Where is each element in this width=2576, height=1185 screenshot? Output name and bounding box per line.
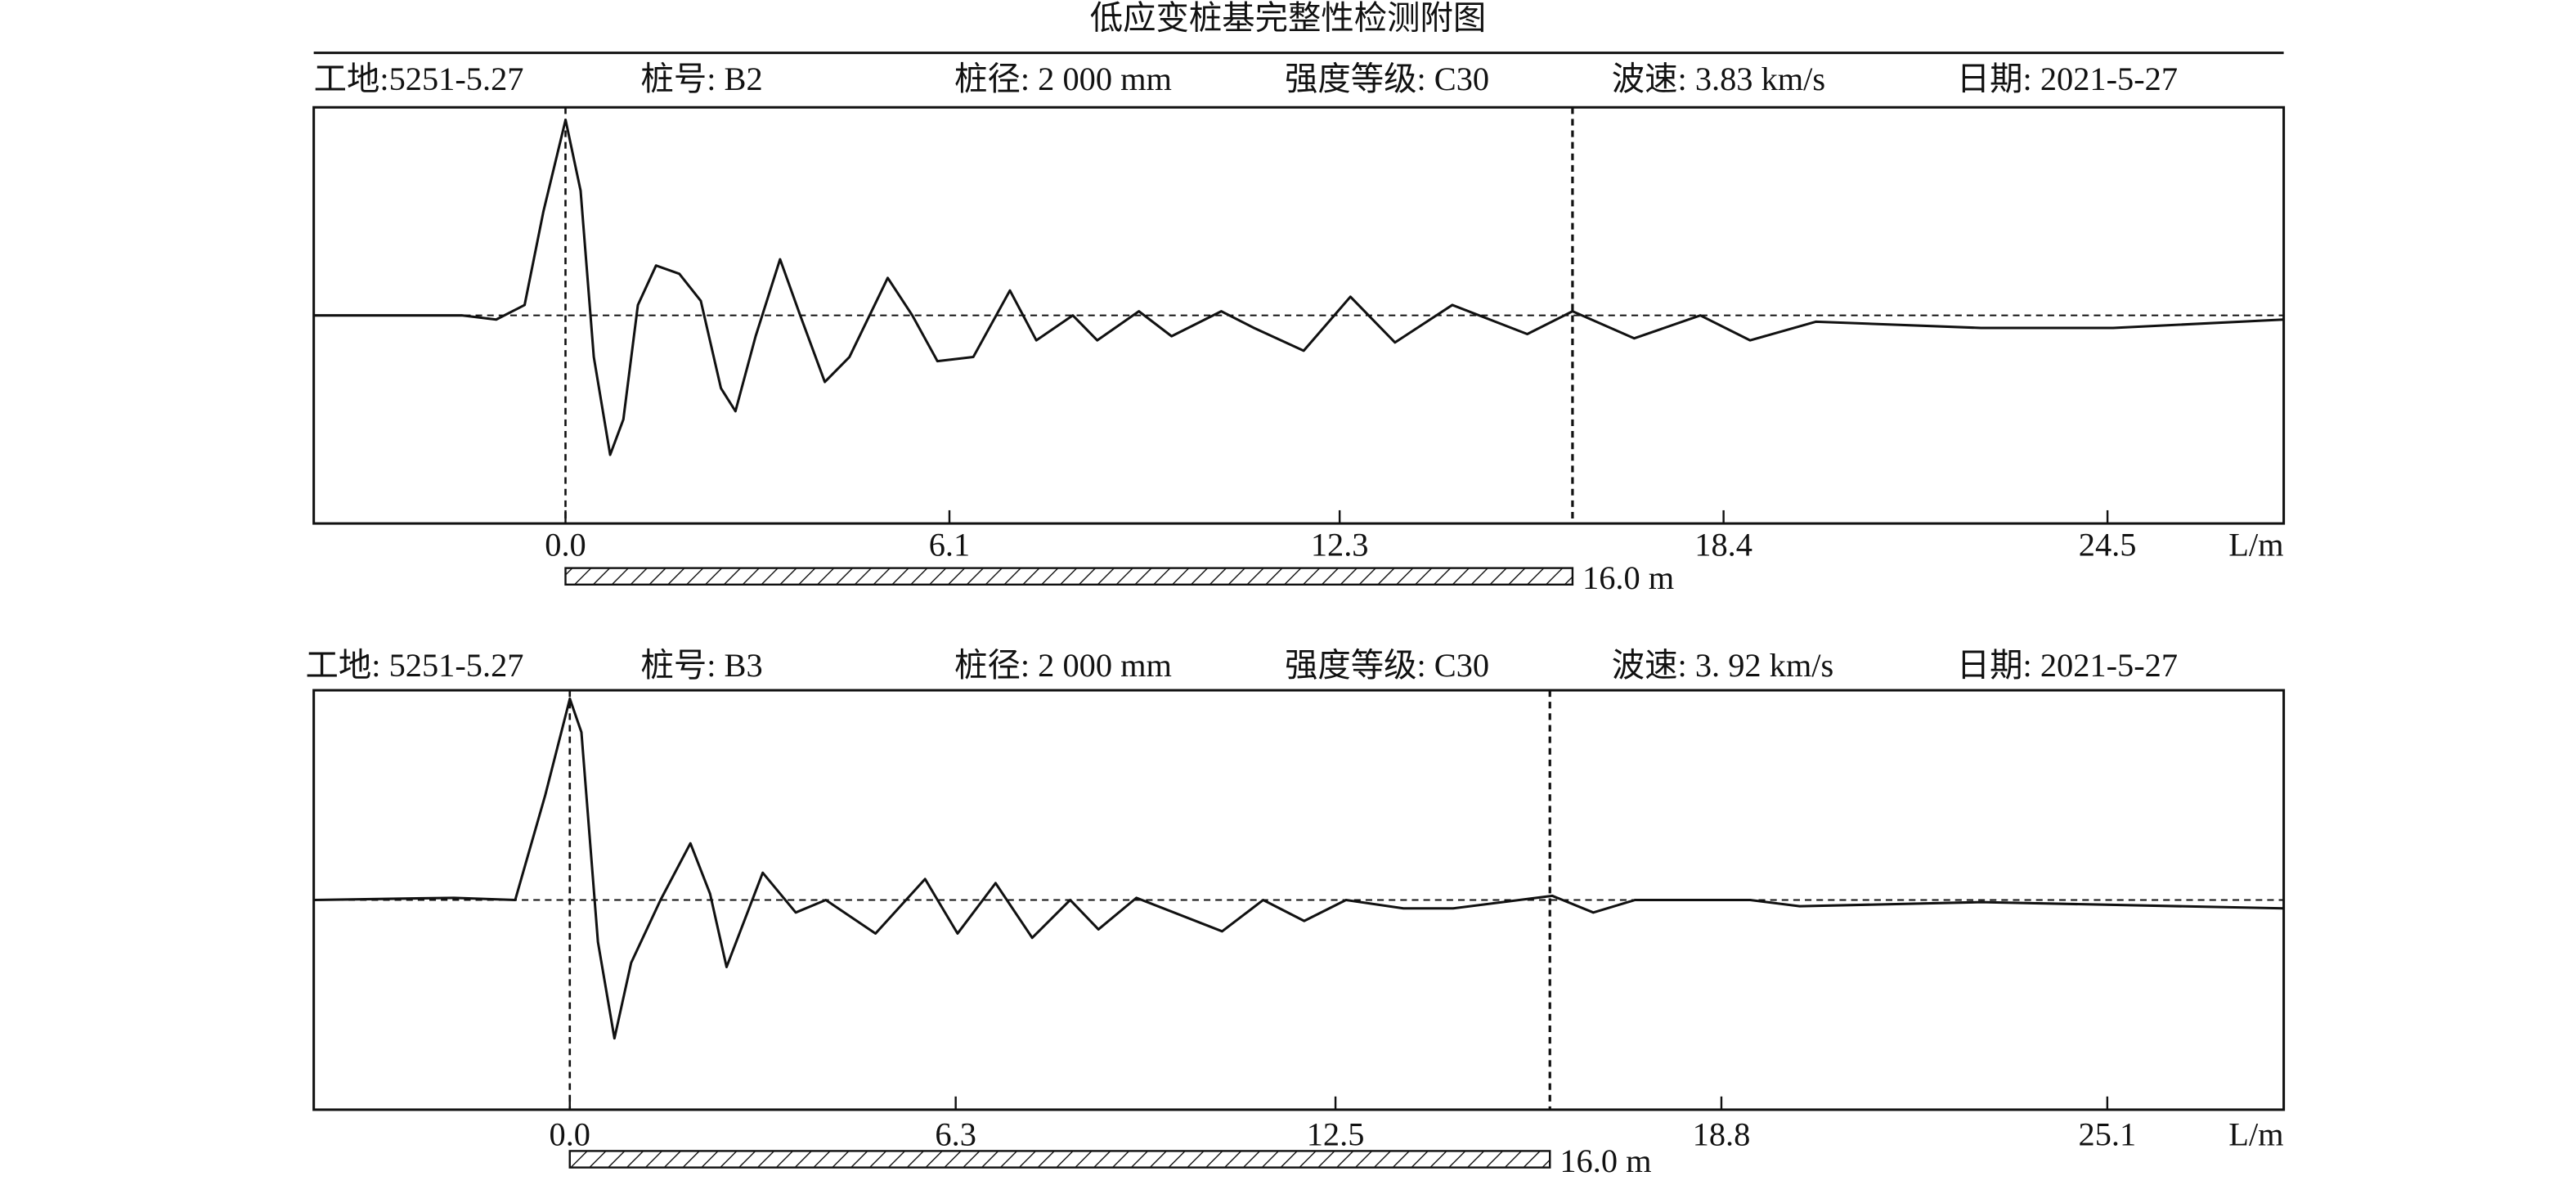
header-field: 桩号: B2 xyxy=(640,61,762,97)
pile-length-label: 16.0 m xyxy=(1560,1142,1651,1179)
x-axis-label: L/m xyxy=(2228,527,2283,563)
header-field: 波速: 3. 92 km/s xyxy=(1612,647,1833,684)
figure-title: 低应变桩基完整性检测附图 xyxy=(1090,0,1486,37)
header-field: 桩径: 2 000 mm xyxy=(954,647,1172,684)
pile-bar xyxy=(568,1150,1551,1169)
header-field: 工地: 5251-5.27 xyxy=(306,647,524,684)
x-tick-label: 6.3 xyxy=(935,1116,976,1153)
header-field: 强度等级: C30 xyxy=(1285,647,1489,684)
pile-length-label: 16.0 m xyxy=(1582,559,1674,596)
x-tick-label: 25.1 xyxy=(2079,1116,2137,1153)
x-tick-label: 24.5 xyxy=(2079,527,2137,563)
header-field: 日期: 2021-5-27 xyxy=(1957,647,2178,684)
x-tick-label: 6.1 xyxy=(929,527,970,563)
header-field: 波速: 3.83 km/s xyxy=(1612,61,1825,97)
x-axis-label: L/m xyxy=(2228,1116,2283,1153)
header-field: 桩号: B3 xyxy=(640,647,762,684)
waveform xyxy=(313,697,2284,1040)
x-tick-label: 0.0 xyxy=(550,1116,590,1153)
x-tick-label: 12.5 xyxy=(1307,1116,1365,1153)
waveform xyxy=(313,119,2284,456)
header-field: 强度等级: C30 xyxy=(1285,61,1489,97)
header-field: 桩径: 2 000 mm xyxy=(954,61,1172,97)
x-tick-label: 18.4 xyxy=(1694,527,1752,563)
x-tick-label: 12.3 xyxy=(1311,527,1369,563)
x-tick-label: 18.8 xyxy=(1693,1116,1751,1153)
pile-bar xyxy=(564,567,1574,586)
x-tick-label: 0.0 xyxy=(545,527,586,563)
header-field: 日期: 2021-5-27 xyxy=(1957,61,2178,97)
header-field: 工地:5251-5.27 xyxy=(314,61,524,97)
